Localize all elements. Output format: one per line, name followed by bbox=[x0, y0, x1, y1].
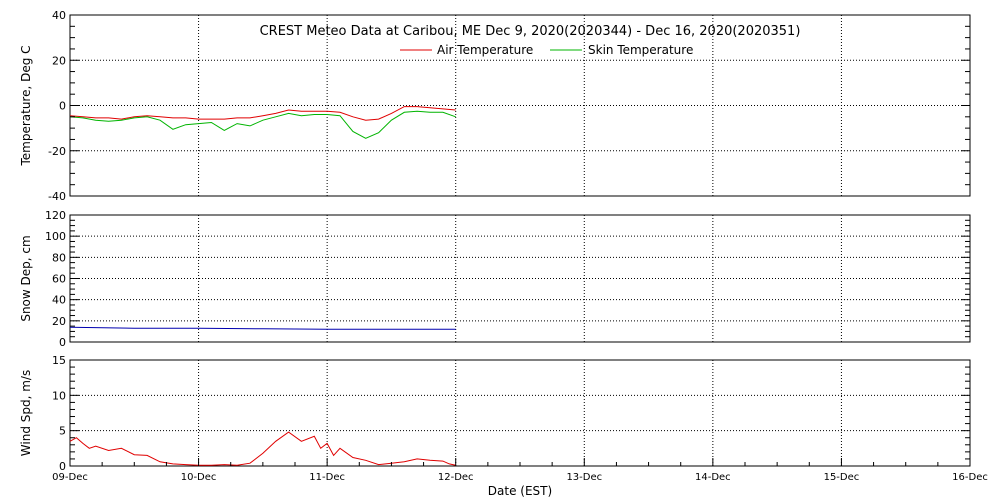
y-tick-label: 0 bbox=[59, 460, 66, 473]
x-tick-label: 10-Dec bbox=[181, 472, 217, 483]
legend-skin-temperature-label: Skin Temperature bbox=[588, 43, 693, 57]
air-temperature-line bbox=[69, 106, 456, 121]
chart-title: CREST Meteo Data at Caribou, ME Dec 9, 2… bbox=[260, 24, 801, 39]
x-tick-label: 12-Dec bbox=[438, 472, 474, 483]
y-tick-label: 15 bbox=[52, 354, 66, 367]
x-tick-label: 09-Dec bbox=[52, 472, 88, 483]
y-tick-label: 80 bbox=[52, 251, 66, 264]
y-tick-label: -20 bbox=[48, 145, 66, 158]
panel-snow-depth-ylabel: Snow Dep, cm bbox=[19, 235, 33, 321]
panel-temperature: Temperature, Deg C Air Temperature Skin … bbox=[19, 14, 971, 197]
y-tick-label: 5 bbox=[59, 425, 66, 438]
x-tick-label: 14-Dec bbox=[695, 472, 731, 483]
x-tick-label: 15-Dec bbox=[824, 472, 860, 483]
wind-speed-series-line bbox=[69, 431, 456, 466]
temperature-legend: Air Temperature Skin Temperature bbox=[400, 43, 693, 57]
x-tick-label: 16-Dec bbox=[952, 472, 988, 483]
grid-lines bbox=[70, 15, 970, 466]
legend-air-temperature-label: Air Temperature bbox=[437, 43, 533, 57]
skin-temperature-line bbox=[69, 110, 456, 139]
y-tick-label: 0 bbox=[59, 336, 66, 349]
y-tick-label: -40 bbox=[48, 190, 66, 203]
y-tick-label: 100 bbox=[45, 230, 66, 243]
x-tick-label: 11-Dec bbox=[309, 472, 345, 483]
axis-ticks: -40 -20 0 20 40 0 20 40 60 80 100 120 0 5 10 15 09-Dec 10… bbox=[45, 9, 988, 483]
panel-snow-depth: Snow Dep, cm bbox=[19, 214, 971, 343]
snow-depth-series-line bbox=[69, 326, 456, 330]
panel-temperature-ylabel: Temperature, Deg C bbox=[19, 45, 33, 166]
y-tick-label: 20 bbox=[52, 315, 66, 328]
y-tick-label: 120 bbox=[45, 209, 66, 222]
panel-wind-speed-frame bbox=[69, 359, 971, 467]
x-axis-label: Date (EST) bbox=[488, 484, 552, 498]
y-tick-label: 10 bbox=[52, 389, 66, 402]
y-tick-label: 40 bbox=[52, 9, 66, 22]
y-tick-label: 40 bbox=[52, 294, 66, 307]
data-series bbox=[69, 106, 456, 466]
y-tick-label: 20 bbox=[52, 54, 66, 67]
panel-wind-speed-ylabel: Wind Spd, m/s bbox=[19, 370, 33, 456]
y-tick-label: 0 bbox=[59, 100, 66, 113]
y-tick-label: 60 bbox=[52, 273, 66, 286]
x-tick-label: 13-Dec bbox=[566, 472, 602, 483]
